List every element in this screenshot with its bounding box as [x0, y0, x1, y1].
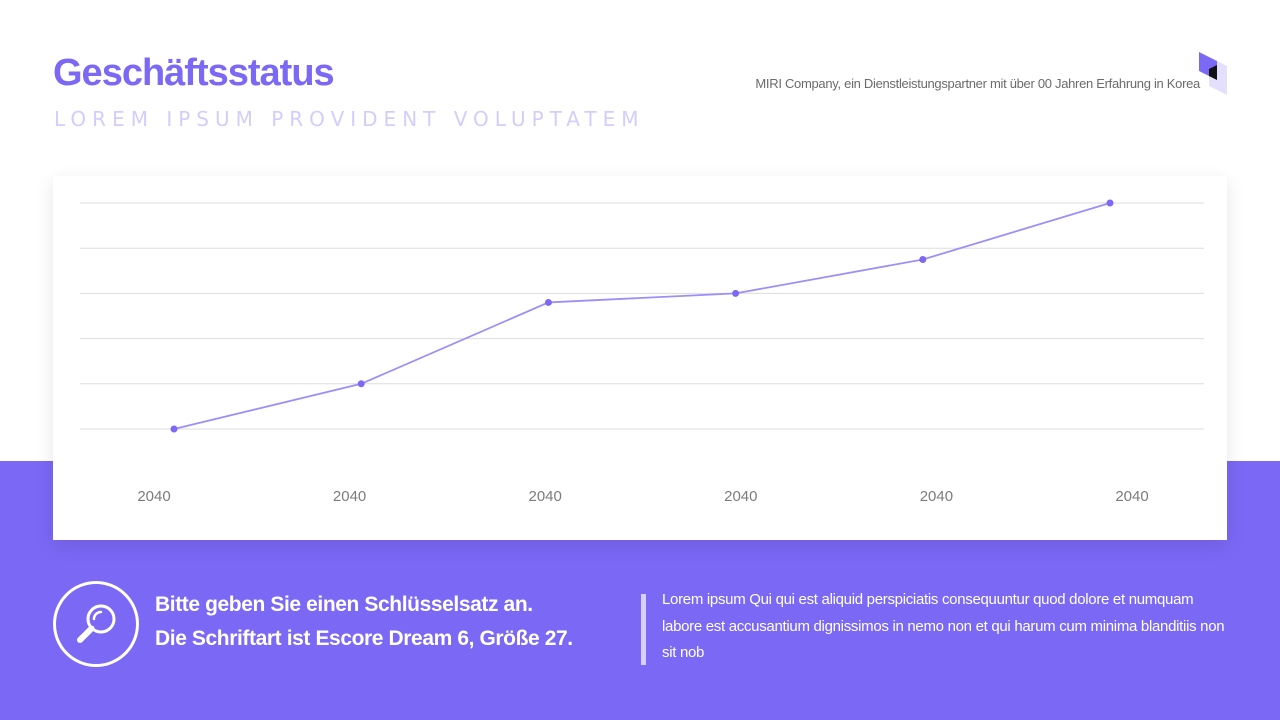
page-subtitle: LOREM IPSUM PROVIDENT VOLUPTATEM [54, 107, 645, 131]
data-point-1 [170, 425, 178, 433]
data-point-4 [732, 289, 740, 297]
description-text: Lorem ipsum Qui qui est aliquid perspici… [662, 591, 1225, 661]
key-sentence-line-1: Bitte geben Sie einen Schlüsselsatz an. [155, 593, 533, 616]
x-tick-label: 2040 [920, 488, 953, 505]
search-icon-badge [53, 581, 139, 667]
x-tick-label: 2040 [1115, 488, 1148, 505]
data-point-2 [357, 380, 365, 388]
data-point-3 [544, 298, 552, 306]
data-point-5 [919, 256, 927, 263]
x-tick-label: 2040 [529, 488, 562, 505]
series-line [173, 202, 1111, 430]
key-sentence-line-2: Die Schriftart ist Escore Dream 6, Größe… [155, 627, 573, 650]
company-tagline: MIRI Company, ein Dienstleistungspartner… [755, 76, 1200, 91]
line-chart-svg: 2040 2040 2040 2040 2040 2040 [80, 199, 1204, 505]
x-tick-label: 2040 [333, 488, 366, 505]
vertical-divider [641, 594, 646, 665]
company-logo [1199, 52, 1227, 95]
page-title: Geschäftsstatus [53, 52, 335, 94]
line-chart: 2040 2040 2040 2040 2040 2040 [53, 176, 1227, 540]
data-point-6 [1106, 199, 1114, 207]
x-tick-label: 2040 [137, 488, 170, 505]
search-icon [77, 604, 116, 643]
x-tick-label: 2040 [724, 488, 757, 505]
